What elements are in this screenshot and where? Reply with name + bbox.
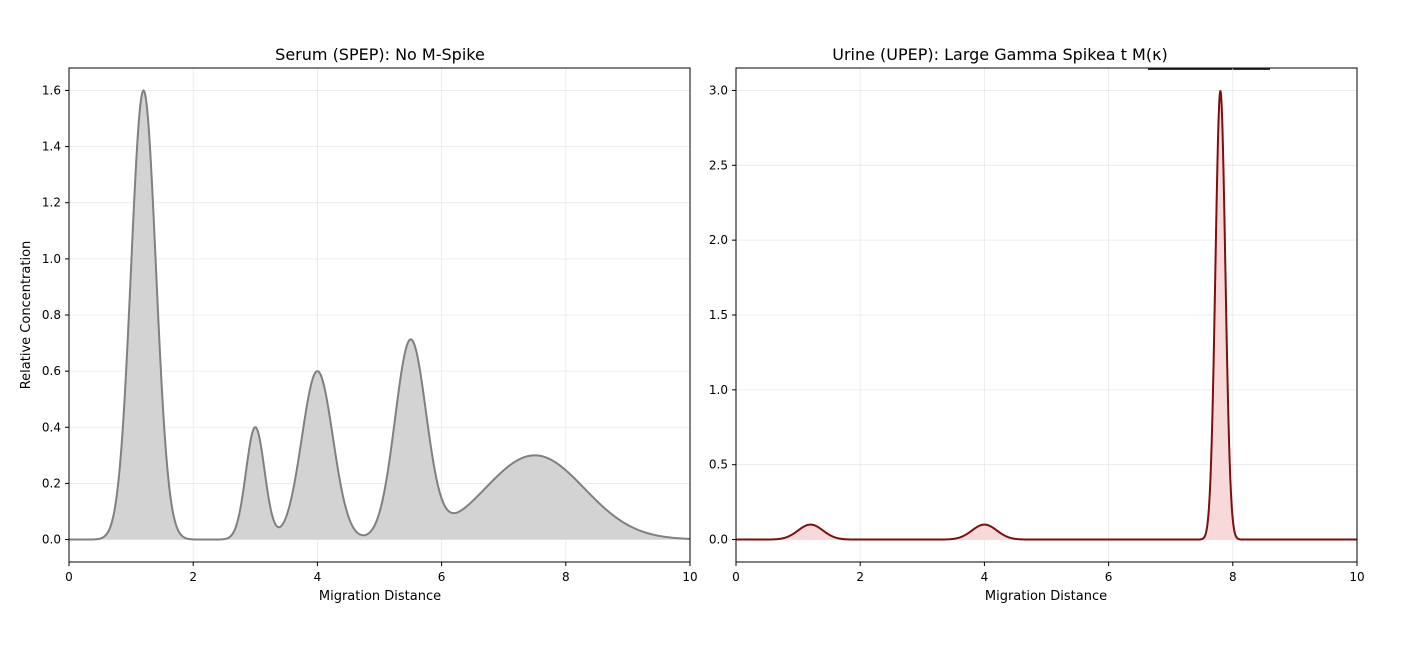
urine-y-tick-label: 2.5 xyxy=(709,158,728,172)
serum-area-fill xyxy=(69,90,690,540)
urine-y-tick-label: 0.5 xyxy=(709,458,728,472)
serum-plot-frame xyxy=(68,67,691,563)
serum-curve-line xyxy=(69,89,691,541)
serum-x-axis-label: Migration Distance xyxy=(319,589,441,604)
serum-x-tick-label: 0 xyxy=(65,570,73,584)
urine-y-tick-label: 0.0 xyxy=(709,533,728,547)
serum-y-tick-label: 0.2 xyxy=(42,476,61,490)
serum-x-tick-label: 2 xyxy=(189,570,197,584)
urine-chart-title-main: Urine (UPEP): Large Gamma Spike xyxy=(832,45,1106,64)
urine-curve-line xyxy=(736,90,1357,541)
serum-x-tick-label: 6 xyxy=(438,570,446,584)
serum-ticks: 0 2 4 6 8 10 0.0 0.2 0.4 0.6 0.8 1.0 1.2 1.4 1.6 xyxy=(42,83,698,584)
urine-x-tick-label: 0 xyxy=(732,570,740,584)
urine-x-tick-label: 4 xyxy=(981,570,989,584)
serum-x-tick-label: 4 xyxy=(314,570,322,584)
urine-ticks: 0 2 4 6 8 10 0.0 0.5 1.0 1.5 2.0 2.5 3.0 xyxy=(709,83,1365,584)
serum-x-tick-label: 8 xyxy=(562,570,570,584)
urine-chart-title-suffix: a t M(κ) xyxy=(1106,45,1168,64)
serum-y-tick-label: 0.8 xyxy=(42,308,61,322)
serum-x-tick-label: 10 xyxy=(682,570,697,584)
urine-chart-title: Urine (UPEP): Large Gamma Spikea t M(κ) xyxy=(832,45,1168,64)
urine-y-tick-label: 3.0 xyxy=(709,83,728,97)
serum-chart-title: Serum (SPEP): No M-Spike xyxy=(275,45,485,64)
urine-chart-panel: Urine (UPEP): Large Gamma Spikea t M(κ) … xyxy=(709,45,1365,604)
urine-x-axis-label: Migration Distance xyxy=(985,589,1107,604)
serum-y-axis-label: Relative Concentration xyxy=(19,241,34,390)
urine-x-tick-label: 10 xyxy=(1349,570,1364,584)
urine-x-tick-label: 6 xyxy=(1105,570,1113,584)
urine-plot-frame xyxy=(735,67,1358,563)
urine-x-tick-label: 8 xyxy=(1229,570,1237,584)
urine-y-tick-label: 2.0 xyxy=(709,233,728,247)
urine-grid xyxy=(735,68,1358,562)
serum-y-tick-label: 1.0 xyxy=(42,252,61,266)
serum-y-tick-label: 1.6 xyxy=(42,83,61,97)
serum-y-tick-label: 0.6 xyxy=(42,364,61,378)
urine-x-tick-label: 2 xyxy=(856,570,864,584)
serum-y-tick-label: 0.4 xyxy=(42,420,61,434)
urine-y-tick-label: 1.0 xyxy=(709,383,728,397)
serum-y-tick-label: 1.4 xyxy=(42,140,61,154)
serum-y-tick-label: 1.2 xyxy=(42,196,61,210)
serum-y-tick-label: 0.0 xyxy=(42,533,61,547)
serum-chart-panel: Serum (SPEP): No M-Spike 0 2 4 6 8 10 0.0 0.2 0.… xyxy=(19,45,698,604)
urine-y-tick-label: 1.5 xyxy=(709,308,728,322)
